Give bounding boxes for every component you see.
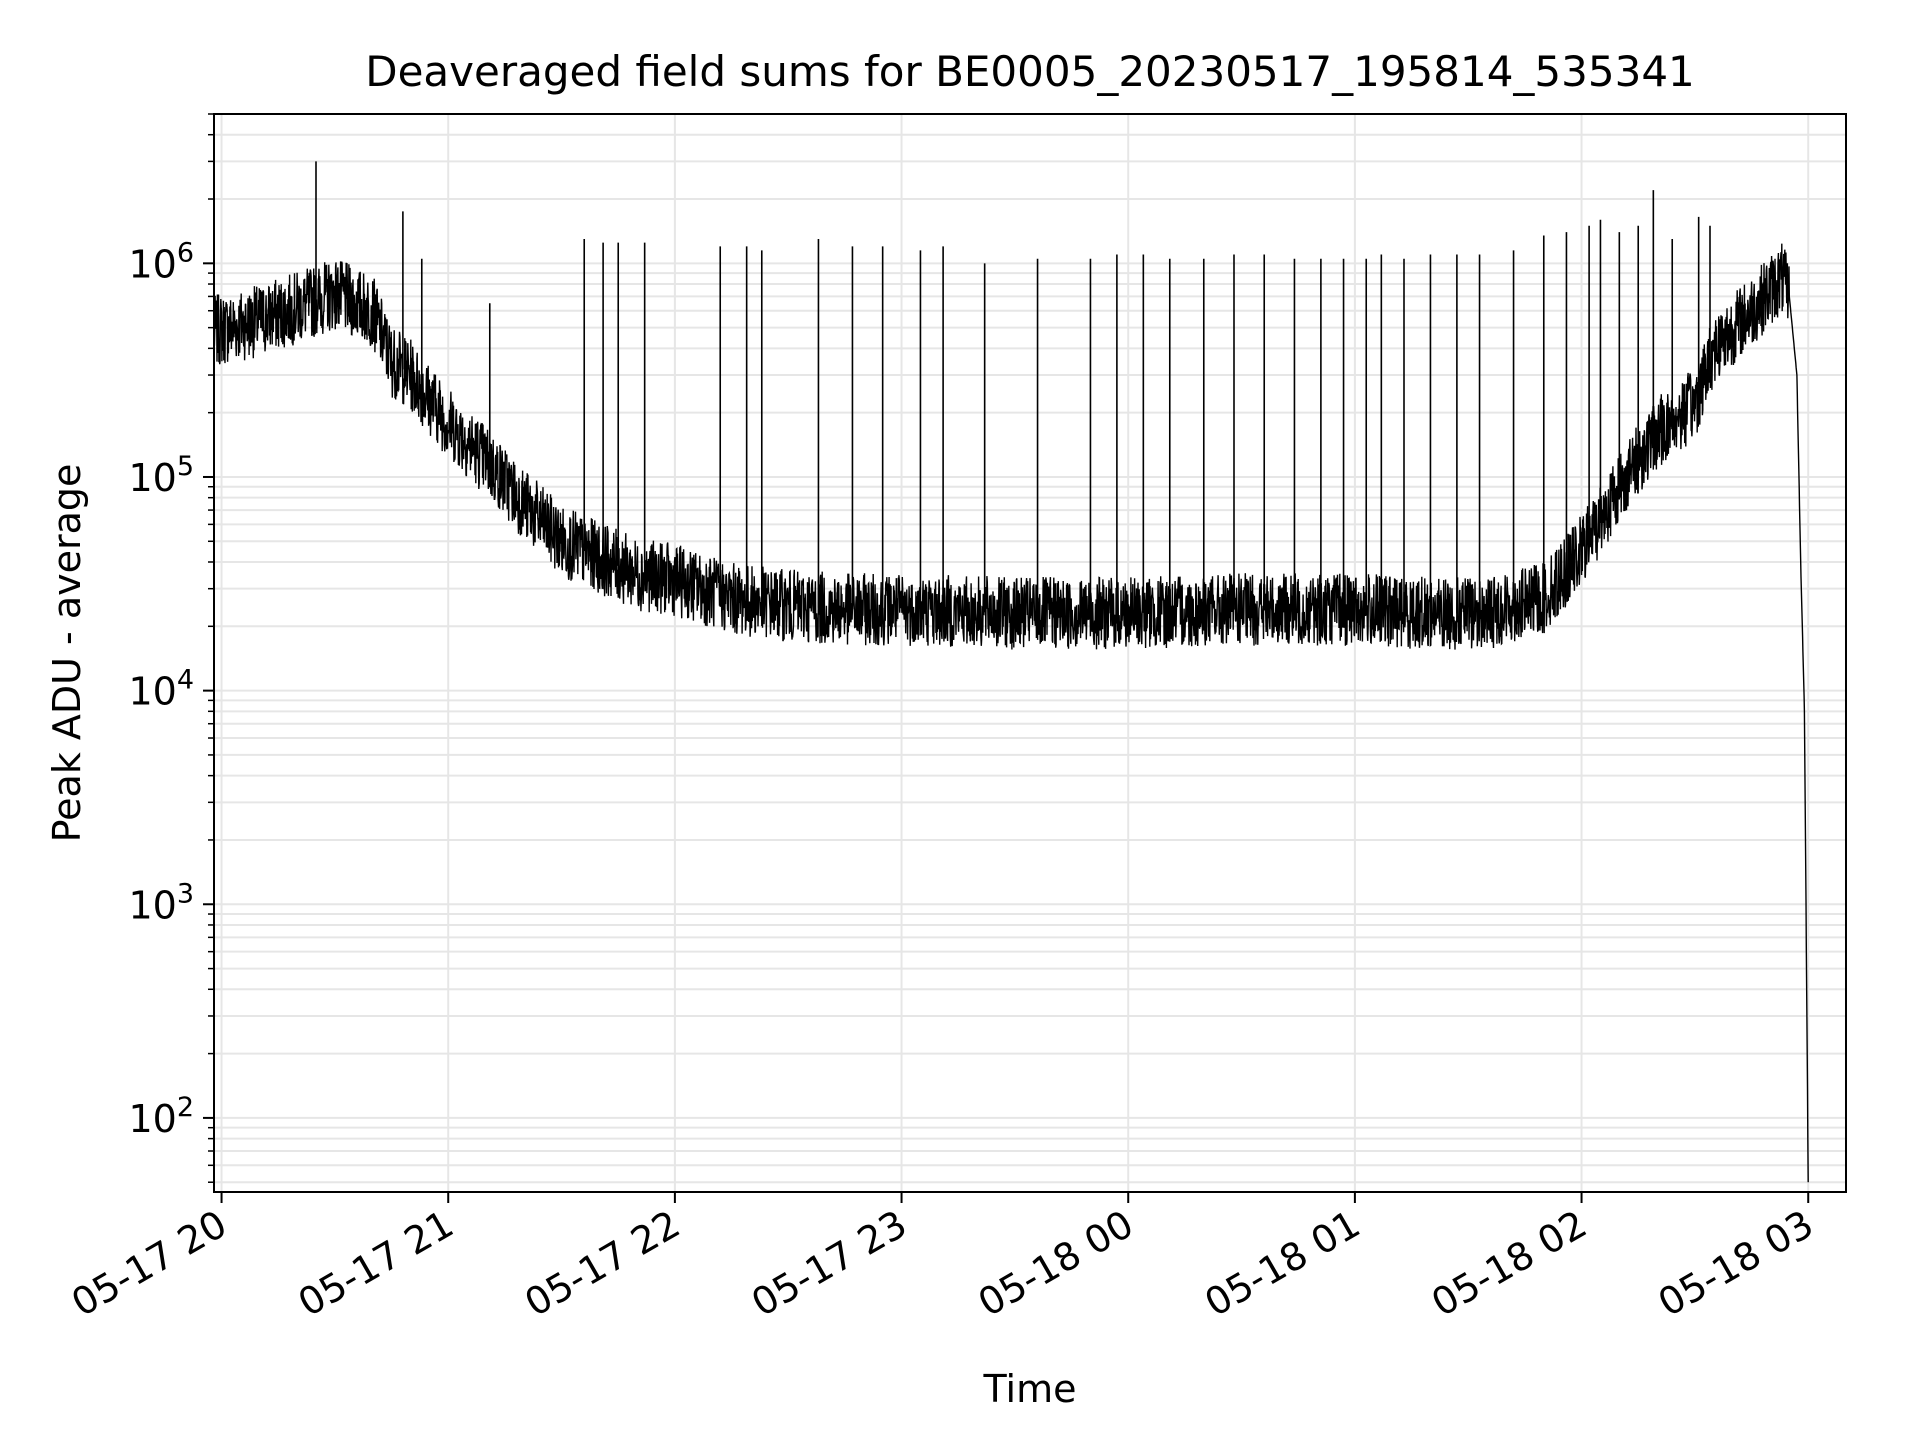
y-tick-label: 106: [128, 237, 194, 286]
plot-frame: [213, 113, 1847, 1193]
series-line: [213, 243, 1809, 1183]
data-series: [213, 161, 1809, 1183]
y-axis-label: Peak ADU - average: [45, 464, 89, 843]
y-tick-label: 105: [128, 451, 194, 500]
y-tick-label: 102: [128, 1092, 194, 1141]
chart-title: Deaveraged field sums for BE0005_2023051…: [365, 47, 1695, 96]
y-tick-label: 104: [128, 665, 194, 714]
y-tick-label: 103: [128, 878, 194, 927]
x-axis-label: Time: [983, 1367, 1077, 1411]
y-axis: 102 103 104 105 106: [128, 113, 214, 1183]
